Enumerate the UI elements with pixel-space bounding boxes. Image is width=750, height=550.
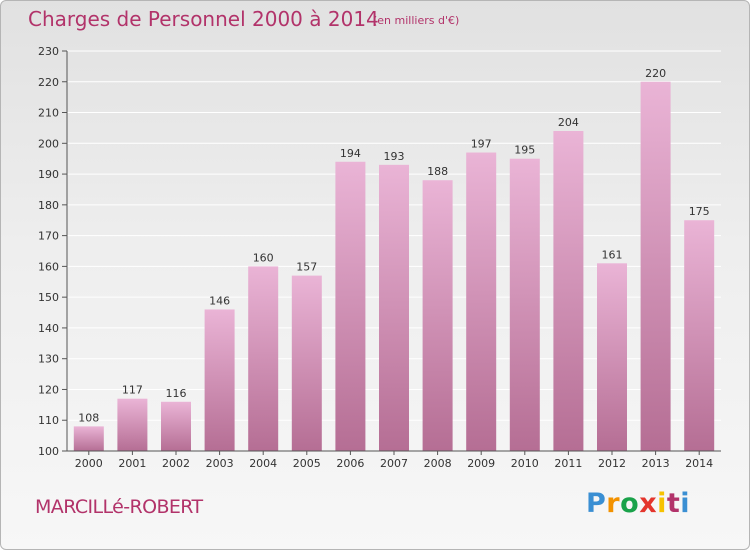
- y-tick-label: 200: [38, 137, 59, 150]
- y-tick-label: 120: [38, 383, 59, 396]
- x-tick-label: 2005: [293, 457, 321, 470]
- x-tick-label: 2010: [511, 457, 539, 470]
- bar: [117, 398, 148, 451]
- bar-value-label: 160: [253, 251, 274, 264]
- bar: [73, 426, 104, 451]
- x-tick-label: 2002: [162, 457, 190, 470]
- brand-letter: o: [620, 488, 640, 519]
- x-tick-label: 2007: [380, 457, 408, 470]
- x-tick-label: 2003: [206, 457, 234, 470]
- x-tick-label: 2008: [424, 457, 452, 470]
- x-tick-label: 2011: [554, 457, 582, 470]
- bar: [422, 180, 453, 451]
- chart-title: Charges de Personnel 2000 à 2014: [28, 7, 379, 31]
- bar: [509, 158, 540, 451]
- bar-value-label: 108: [78, 411, 99, 424]
- x-tick-label: 2006: [336, 457, 364, 470]
- y-tick-label: 160: [38, 260, 59, 273]
- brand-letter: t: [666, 488, 681, 519]
- y-tick-label: 110: [38, 414, 59, 427]
- bar-value-label: 204: [558, 116, 579, 129]
- y-tick-label: 130: [38, 353, 59, 366]
- bar-value-label: 195: [514, 144, 535, 157]
- bar-value-label: 194: [340, 147, 361, 160]
- y-tick-label: 140: [38, 322, 59, 335]
- bar: [684, 220, 715, 451]
- bar: [291, 275, 322, 451]
- x-tick-label: 2009: [467, 457, 495, 470]
- bar-value-label: 117: [122, 384, 143, 397]
- bar-value-label: 197: [471, 138, 492, 151]
- chart-subtitle: (en milliers d'€): [373, 14, 460, 27]
- y-tick-label: 210: [38, 107, 59, 120]
- bar-value-label: 157: [296, 261, 317, 274]
- brand-letter: P: [586, 488, 607, 519]
- bar-value-label: 220: [645, 67, 666, 80]
- bar: [248, 266, 279, 451]
- proxiti-logo[interactable]: Proxiti: [586, 488, 690, 519]
- y-tick-label: 180: [38, 199, 59, 212]
- x-tick-label: 2014: [685, 457, 713, 470]
- brand-letter: x: [639, 488, 658, 519]
- y-tick-label: 170: [38, 230, 59, 243]
- commune-name: MARCILLé-ROBERT: [35, 496, 203, 518]
- bar: [597, 263, 627, 451]
- bar-value-label: 146: [209, 294, 230, 307]
- bar-value-label: 188: [427, 165, 448, 178]
- y-tick-label: 150: [38, 291, 59, 304]
- y-tick-label: 190: [38, 168, 59, 181]
- x-tick-label: 2013: [642, 457, 670, 470]
- bar: [161, 401, 191, 451]
- x-tick-label: 2012: [598, 457, 626, 470]
- x-tick-label: 2000: [75, 457, 103, 470]
- bar-value-label: 175: [689, 205, 710, 218]
- bar-value-label: 161: [602, 248, 623, 261]
- bar: [466, 152, 497, 452]
- bar: [204, 309, 235, 451]
- bar-value-label: 193: [384, 150, 405, 163]
- bar: [640, 81, 671, 452]
- brand-letter: i: [657, 488, 667, 519]
- x-tick-label: 2001: [118, 457, 146, 470]
- x-tick-label: 2004: [249, 457, 277, 470]
- bar: [553, 131, 584, 451]
- bar: [335, 161, 366, 451]
- y-tick-label: 220: [38, 76, 59, 89]
- brand-letter: r: [606, 488, 621, 519]
- y-tick-label: 100: [38, 445, 59, 458]
- brand-letter: i: [680, 488, 691, 519]
- bar: [379, 164, 409, 451]
- bar-value-label: 116: [166, 387, 187, 400]
- y-tick-label: 230: [38, 45, 59, 58]
